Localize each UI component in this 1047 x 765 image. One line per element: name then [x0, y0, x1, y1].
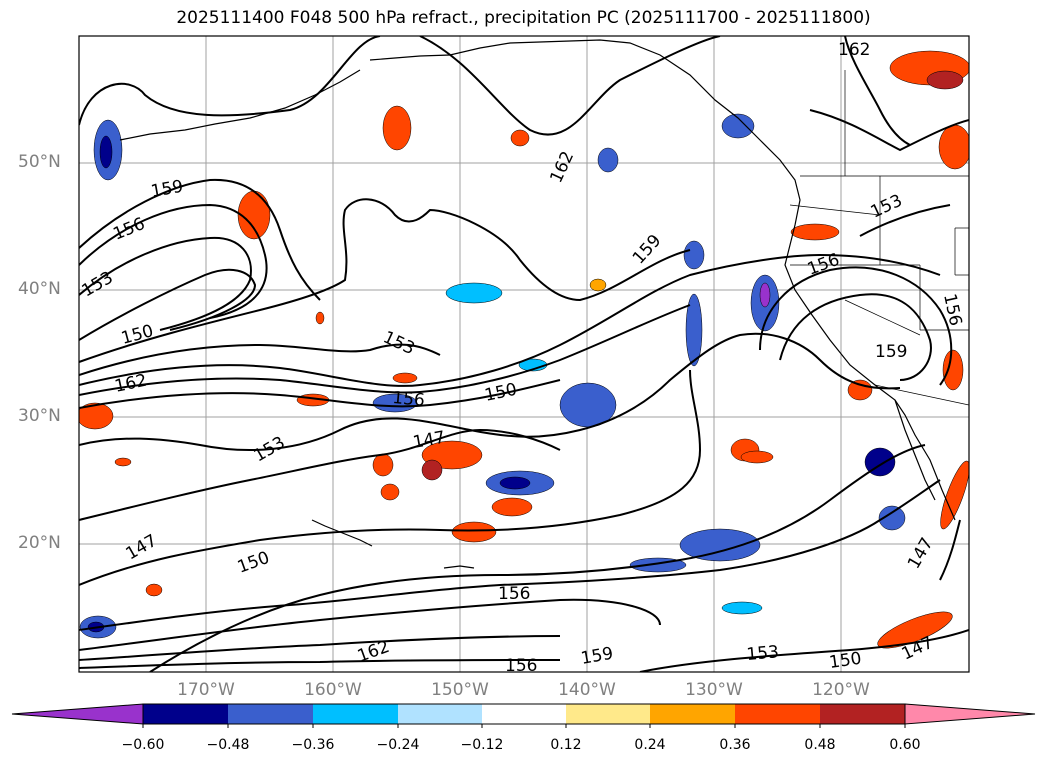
- map-frame: [78, 35, 970, 673]
- colorbar-tick-label: −0.12: [460, 737, 504, 753]
- figure-title: 2025111400 F048 500 hPa refract., precip…: [176, 8, 871, 28]
- colorbar-segment: [650, 704, 735, 724]
- colorbar-tick-label: 0.24: [634, 737, 666, 753]
- colorbar-tick-label: 0.12: [550, 737, 582, 753]
- colorbar-tick-label: 0.60: [889, 737, 921, 753]
- colorbar-tick-label: −0.60: [121, 737, 165, 753]
- lon-label-150w: 150°W: [431, 680, 489, 700]
- colorbar-segment: [228, 704, 313, 724]
- colorbar: [11, 703, 1036, 728]
- lon-label-160w: 160°W: [304, 680, 362, 700]
- map-panel: 162 159 156 153 150 162 147 153 156 150 …: [78, 35, 970, 676]
- colorbar-tick-label: 0.36: [719, 737, 751, 753]
- colorbar-tick-label: −0.24: [376, 737, 420, 753]
- contour-label: 159: [875, 342, 907, 362]
- lat-label-50n: 50°N: [18, 152, 61, 172]
- colorbar-segment: [482, 704, 566, 724]
- colorbar-segment: [566, 704, 650, 724]
- colorbar-tick-label: 0.48: [804, 737, 836, 753]
- lat-label-40n: 40°N: [18, 279, 61, 299]
- contour-label: 150: [828, 649, 863, 673]
- coastlines: [119, 39, 956, 569]
- lon-label-140w: 140°W: [558, 680, 616, 700]
- colorbar-segment: [398, 704, 482, 724]
- colorbar-tick-label: −0.48: [206, 737, 250, 753]
- contour-label: 153: [746, 642, 780, 665]
- lon-label-130w: 130°W: [685, 680, 743, 700]
- lat-label-20n: 20°N: [18, 533, 61, 553]
- contour-label: 156: [392, 388, 426, 411]
- contour-label: 162: [838, 40, 870, 60]
- contour-label: 156: [498, 584, 530, 604]
- colorbar-extend-min: [11, 703, 144, 725]
- lon-label-170w: 170°W: [177, 680, 235, 700]
- lat-label-30n: 30°N: [18, 406, 61, 426]
- colorbar-segment: [735, 704, 820, 724]
- gridlines: [79, 36, 969, 672]
- colorbar-segment: [143, 704, 228, 724]
- colorbar-segment: [313, 704, 398, 724]
- colorbar-extend-max: [904, 703, 1036, 725]
- colorbar-tick-label: −0.36: [291, 737, 335, 753]
- contour-lines: [79, 36, 969, 672]
- colorbar-segment: [820, 704, 905, 724]
- contour-label: 156: [505, 656, 537, 676]
- lon-label-120w: 120°W: [812, 680, 870, 700]
